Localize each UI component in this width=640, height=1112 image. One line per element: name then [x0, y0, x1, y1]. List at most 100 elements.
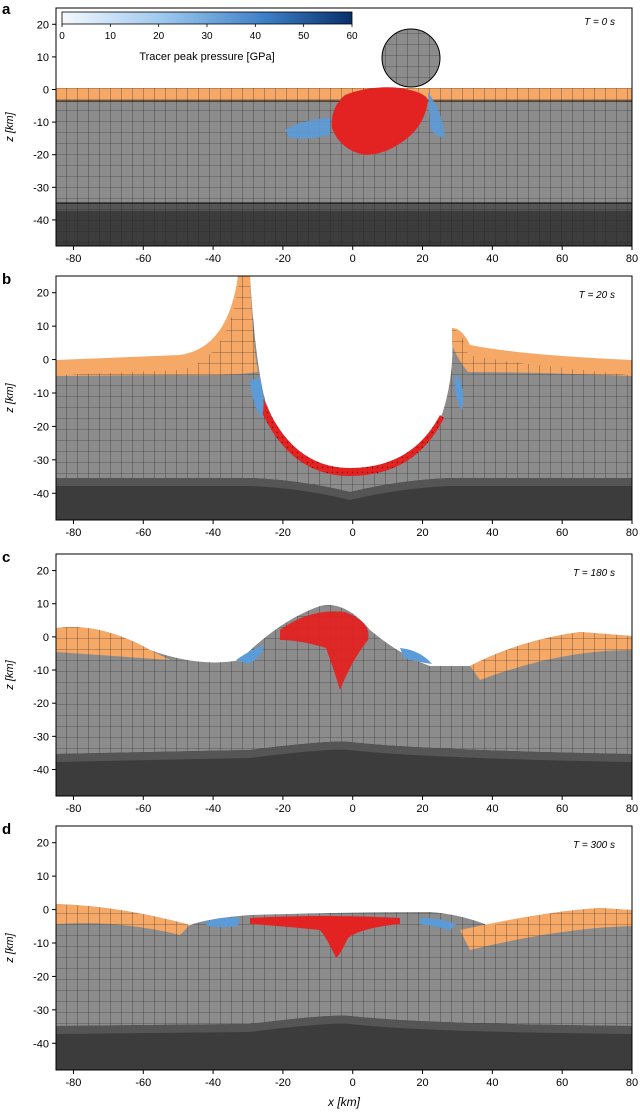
- y-tick-label: 10: [37, 871, 49, 883]
- y-tick-label: 20: [37, 566, 49, 578]
- x-tick-label: -60: [135, 527, 151, 539]
- y-tick-label: -40: [33, 1038, 49, 1050]
- x-tick-label: 0: [350, 527, 356, 539]
- shock-pressure-zone-right: [454, 375, 464, 410]
- melt-zone: [250, 916, 400, 958]
- panel-time: T = 0 s: [584, 17, 615, 28]
- x-tick-label: 60: [556, 803, 568, 815]
- colorbar-tick-label: 20: [153, 31, 165, 42]
- x-tick-label: -60: [135, 253, 151, 265]
- colorbar-tick-label: 10: [105, 31, 117, 42]
- panel-time: T = 180 s: [573, 568, 615, 579]
- panel-b: b T = 20 s: [2, 271, 633, 521]
- panel-letter: a: [2, 1, 11, 18]
- y-tick-label: -10: [33, 938, 49, 950]
- y-axis-label: z [km]: [4, 659, 16, 690]
- y-tick-label: 20: [37, 288, 49, 300]
- x-tick-label: 40: [486, 803, 498, 815]
- shock-pressure-zone: [236, 645, 264, 664]
- panel-c: c T = 180 s: [2, 549, 633, 797]
- x-tick-label: -20: [275, 803, 291, 815]
- x-tick-label: -80: [66, 803, 82, 815]
- y-tick-label: 10: [37, 321, 49, 333]
- x-tick-label: 60: [556, 253, 568, 265]
- y-axis-label: z [km]: [4, 111, 16, 142]
- y-tick-label: -20: [33, 150, 49, 162]
- y-tick-label: -40: [33, 764, 49, 776]
- y-tick-label: 10: [37, 52, 49, 64]
- y-tick-label: -30: [33, 731, 49, 743]
- colorbar-tick-label: 60: [346, 31, 358, 42]
- melt-zone: [331, 87, 428, 155]
- x-tick-label: -80: [66, 527, 82, 539]
- y-tick-label: 0: [43, 632, 49, 644]
- x-tick-label: 60: [556, 1077, 568, 1089]
- x-tick-label: -80: [66, 1077, 82, 1089]
- projectile: [381, 28, 441, 88]
- x-tick-label: -20: [275, 527, 291, 539]
- colorbar-label: Tracer peak pressure [GPa]: [139, 51, 274, 63]
- colorbar-tick-label: 50: [298, 31, 310, 42]
- x-tick-label: -40: [205, 1077, 221, 1089]
- y-tick-label: -40: [33, 488, 49, 500]
- colorbar: 0 10 20 30 40 50 60 Tracer peak pressure [GPa]: [59, 11, 358, 63]
- panel-time: T = 300 s: [573, 840, 615, 851]
- x-tick-label: -20: [275, 1077, 291, 1089]
- axes-layer: -80 -60 -40 -20 0 20 40 60 80 20 10 0 -10 -20 -30 -40 z …: [4, 19, 638, 1089]
- x-tick-label: 40: [486, 527, 498, 539]
- colorbar-tick-label: 0: [59, 31, 65, 42]
- y-axis-label: z [km]: [4, 932, 16, 963]
- x-tick-label: 20: [416, 253, 428, 265]
- y-tick-label: 10: [37, 599, 49, 611]
- panel-a: 0 10 20 30 40 50 60 Tracer peak pressure [GPa]…: [2, 1, 633, 247]
- x-tick-label: 40: [486, 253, 498, 265]
- x-tick-label: 60: [556, 527, 568, 539]
- y-tick-label: -30: [33, 182, 49, 194]
- panel-time: T = 20 s: [579, 290, 615, 301]
- shock-pressure-zone: [205, 917, 240, 927]
- shock-pressure-zone-right: [400, 648, 432, 664]
- y-tick-label: -10: [33, 117, 49, 129]
- sediment-layer: [56, 276, 258, 376]
- x-axis-label: x [km]: [327, 1095, 361, 1109]
- x-tick-label: 80: [626, 527, 638, 539]
- y-tick-label: 20: [37, 838, 49, 850]
- y-tick-label: -30: [33, 1005, 49, 1017]
- y-tick-label: -10: [33, 665, 49, 677]
- y-tick-label: 20: [37, 19, 49, 31]
- x-tick-label: 0: [350, 803, 356, 815]
- mantle-layer: [56, 478, 632, 520]
- colorbar-tick-label: 40: [250, 31, 262, 42]
- y-tick-label: -20: [33, 971, 49, 983]
- x-tick-label: -80: [66, 253, 82, 265]
- y-tick-label: 0: [43, 905, 49, 917]
- y-tick-label: -20: [33, 421, 49, 433]
- x-tick-label: 20: [416, 803, 428, 815]
- x-tick-label: -60: [135, 1077, 151, 1089]
- colorbar-tick-label: 30: [201, 31, 213, 42]
- panel-letter: c: [2, 549, 10, 566]
- x-tick-label: 80: [626, 1077, 638, 1089]
- shock-pressure-zone-right: [428, 92, 445, 137]
- panel-letter: d: [2, 821, 11, 838]
- y-tick-label: -20: [33, 698, 49, 710]
- panel-letter: b: [2, 271, 11, 288]
- shock-pressure-zone-right: [420, 918, 456, 930]
- x-tick-label: -40: [205, 253, 221, 265]
- x-tick-label: 20: [416, 1077, 428, 1089]
- x-tick-label: -60: [135, 803, 151, 815]
- x-tick-label: -40: [205, 527, 221, 539]
- x-tick-label: 80: [626, 803, 638, 815]
- y-tick-label: -10: [33, 388, 49, 400]
- melt-zone: [280, 611, 369, 690]
- x-tick-label: 0: [350, 253, 356, 265]
- y-tick-label: -40: [33, 215, 49, 227]
- x-tick-label: 0: [350, 1077, 356, 1089]
- melt-lining: [256, 395, 444, 476]
- y-tick-label: 0: [43, 355, 49, 367]
- x-tick-label: 40: [486, 1077, 498, 1089]
- x-tick-label: 80: [626, 253, 638, 265]
- shock-pressure-zone: [285, 118, 330, 139]
- x-tick-label: -20: [275, 253, 291, 265]
